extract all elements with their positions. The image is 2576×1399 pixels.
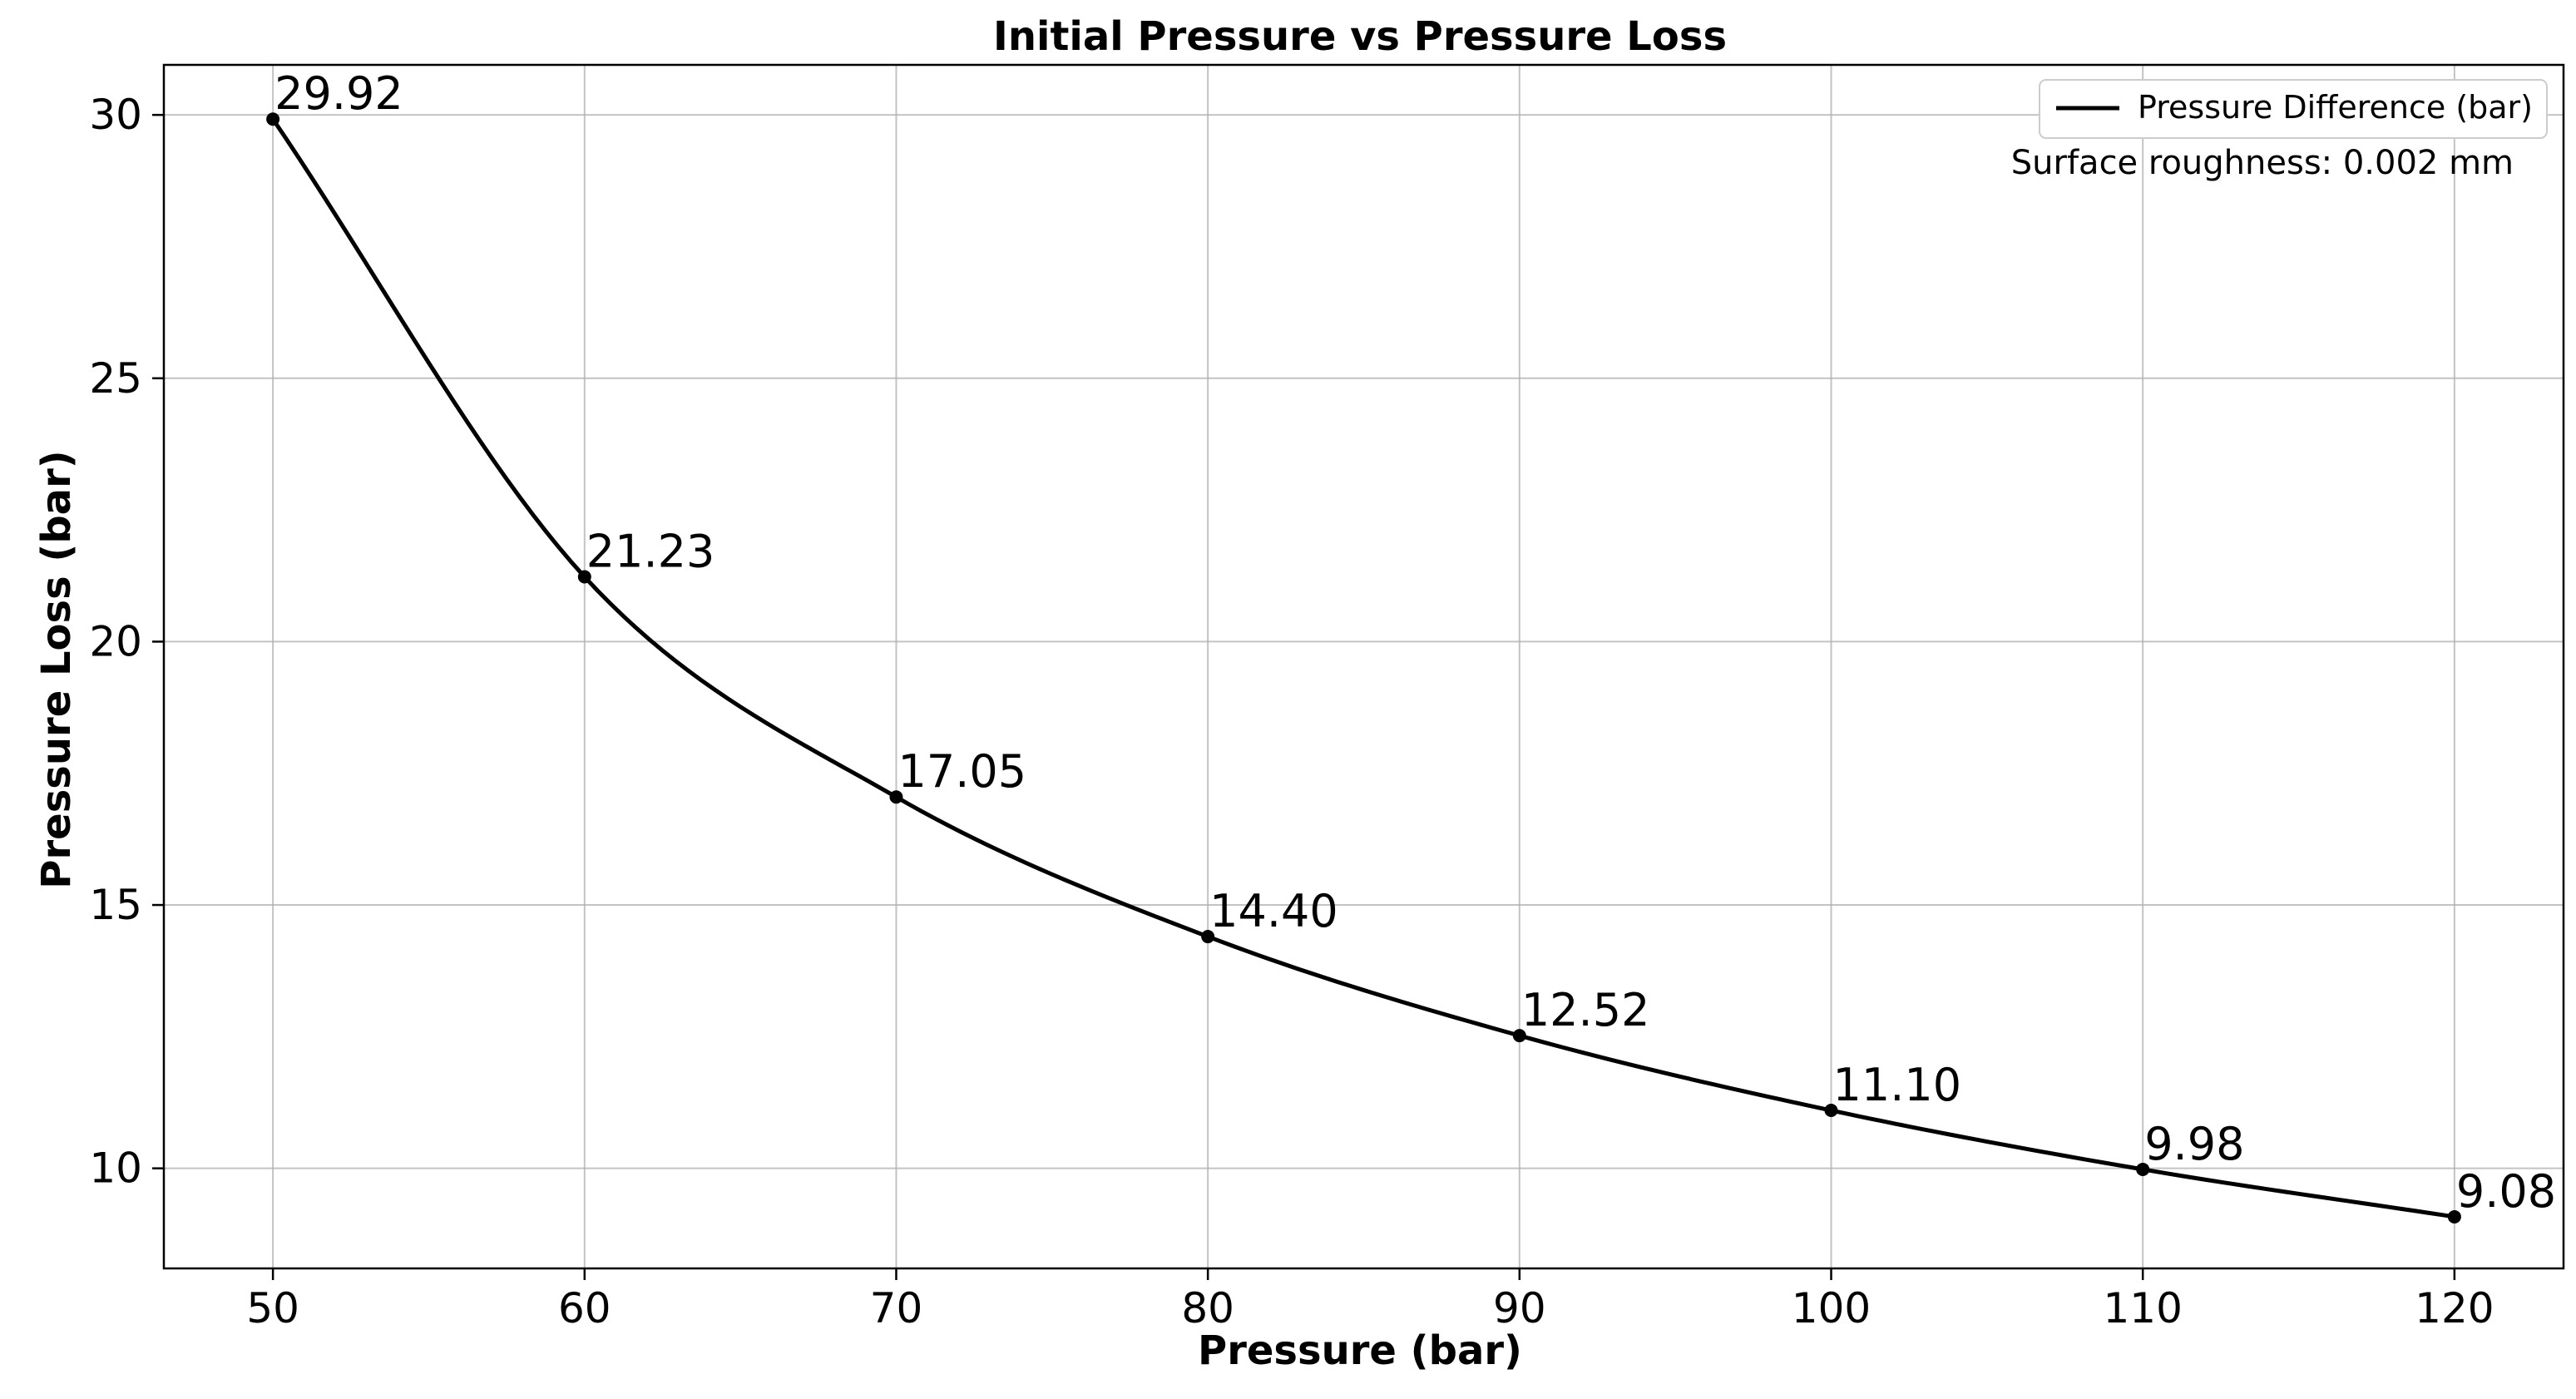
data-point xyxy=(1201,930,1215,944)
y-tick-label: 15 xyxy=(89,881,142,929)
data-point xyxy=(266,112,280,126)
x-tick-label: 70 xyxy=(870,1284,923,1332)
y-axis-label: Pressure Loss (bar) xyxy=(33,450,80,888)
legend-entry-label: Pressure Difference (bar) xyxy=(2138,89,2533,126)
data-point xyxy=(2136,1162,2150,1176)
data-point-label: 29.92 xyxy=(274,67,403,120)
surface-roughness-annotation: Surface roughness: 0.002 mm xyxy=(2011,144,2514,182)
data-labels: 29.92 21.23 17.05 14.40 12.52 11.10 9.98 9.08 xyxy=(274,67,2556,1218)
data-point-label: 14.40 xyxy=(1209,885,1338,937)
y-tick-label: 10 xyxy=(89,1144,142,1193)
legend-box xyxy=(2039,79,2548,139)
x-tick-label: 100 xyxy=(1792,1284,1871,1332)
data-point-label: 17.05 xyxy=(897,745,1026,798)
data-point-label: 21.23 xyxy=(586,526,715,578)
x-tick-label: 60 xyxy=(558,1284,611,1332)
y-tick-label: 25 xyxy=(89,354,142,403)
y-tick-label: 20 xyxy=(89,617,142,665)
data-point xyxy=(577,570,591,584)
x-tick-label: 120 xyxy=(2415,1284,2494,1332)
x-axis-label: Pressure (bar) xyxy=(1198,1327,1522,1374)
data-point-label: 9.08 xyxy=(2456,1165,2556,1218)
grid xyxy=(164,65,2564,1268)
data-point-label: 12.52 xyxy=(1521,984,1650,1036)
data-markers xyxy=(266,112,2461,1224)
legend: Pressure Difference (bar) xyxy=(2039,79,2548,139)
x-tick-label: 50 xyxy=(246,1284,299,1332)
axis-ticks: 50 60 70 80 90 100 110 120 10 15 20 25 30 xyxy=(89,91,2494,1332)
series-line xyxy=(271,117,2455,1219)
chart-title: Initial Pressure vs Pressure Loss xyxy=(993,13,1727,60)
data-point-label: 11.10 xyxy=(1833,1059,1962,1111)
data-point xyxy=(889,790,903,804)
data-point xyxy=(1512,1029,1526,1043)
plot-area-frame xyxy=(162,63,2565,1270)
data-point xyxy=(2447,1209,2461,1224)
x-tick-label: 110 xyxy=(2103,1284,2182,1332)
x-tick-label: 80 xyxy=(1181,1284,1234,1332)
data-point-label: 9.98 xyxy=(2144,1118,2244,1170)
data-point xyxy=(1824,1104,1838,1118)
y-tick-label: 30 xyxy=(89,91,142,139)
x-tick-label: 90 xyxy=(1493,1284,1546,1332)
